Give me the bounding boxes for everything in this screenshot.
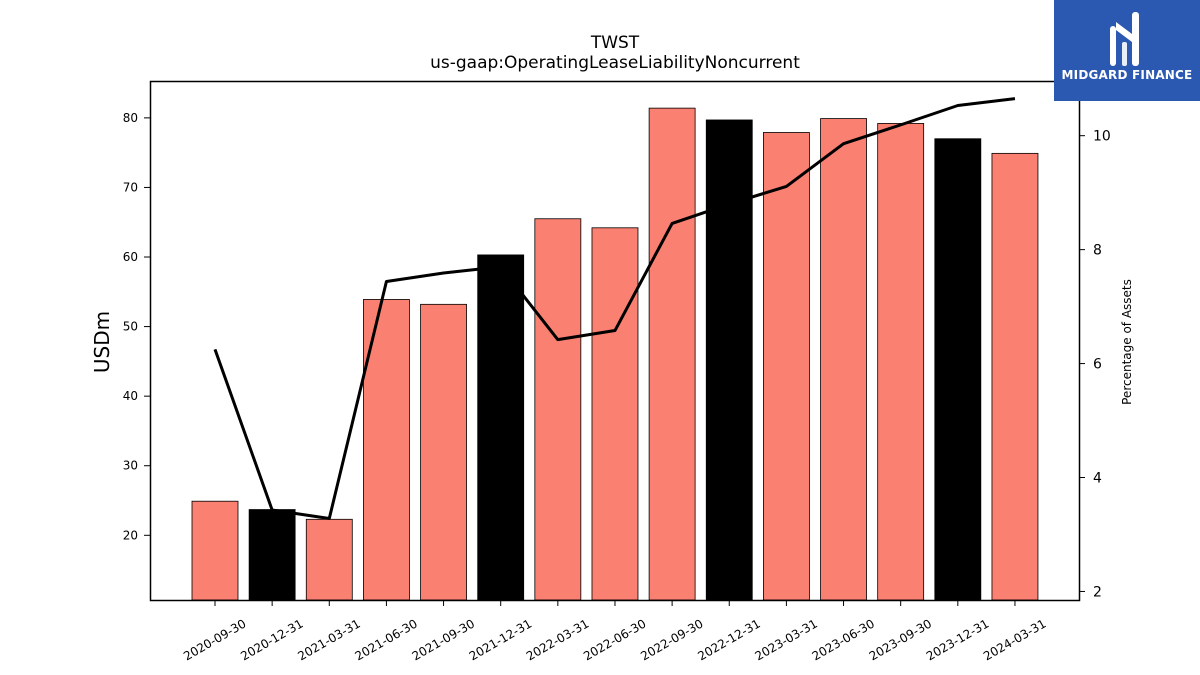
x-tick-label: 2021-03-31 [295, 616, 362, 663]
bars-layer [191, 107, 1039, 601]
bar [763, 132, 810, 601]
bar [991, 152, 1039, 601]
y-tick-label: 40 [123, 389, 138, 403]
bar [591, 227, 639, 601]
y-tick-label: 60 [123, 250, 138, 264]
bar [877, 123, 925, 601]
y2-axis-label: Percentage of Assets [1120, 279, 1134, 405]
brand-logo: MIDGARD FINANCE [1054, 0, 1200, 101]
logo-text: MIDGARD FINANCE [1061, 68, 1193, 82]
x-tick-label: 2020-12-31 [238, 616, 305, 663]
x-tick-label: 2021-09-30 [410, 616, 477, 663]
x-tick-label: 2022-03-31 [524, 616, 591, 663]
bar [248, 509, 296, 601]
y-tick-label: 50 [123, 320, 138, 334]
line-layer [213, 97, 1016, 521]
bar [305, 518, 353, 601]
x-tick-label: 2022-09-30 [638, 616, 705, 663]
right-axis: 2 4 6 8 10 [1079, 129, 1111, 600]
x-tick-label: 2021-06-30 [353, 616, 420, 663]
x-tick-label: 2023-09-30 [867, 616, 934, 663]
bar [534, 218, 582, 601]
y-tick-label: 70 [123, 180, 138, 194]
chart-title: TWST [590, 33, 640, 53]
y-tick-label: 30 [123, 459, 138, 473]
y-axis-label: USDm [90, 311, 114, 373]
x-tick-label: 2022-06-30 [581, 616, 648, 663]
x-axis: 2020-09-302020-12-312021-03-312021-06-30… [181, 600, 1048, 663]
x-tick-label: 2024-03-31 [981, 616, 1048, 663]
x-tick-label: 2021-12-31 [467, 616, 534, 663]
bar [648, 107, 696, 601]
bar [934, 138, 982, 601]
y2-tick-label: 4 [1093, 471, 1102, 487]
x-tick-label: 2022-12-31 [695, 616, 762, 663]
x-tick-label: 2023-06-30 [810, 616, 877, 663]
bar [820, 118, 867, 601]
x-tick-label: 2020-09-30 [181, 616, 248, 663]
y2-tick-label: 8 [1093, 243, 1102, 259]
chart-subtitle: us-gaap:OperatingLeaseLiabilityNoncurren… [430, 53, 800, 73]
left-axis: 20 30 40 50 60 70 80 [123, 111, 150, 542]
y2-tick-label: 6 [1093, 357, 1102, 373]
y2-tick-label: 10 [1093, 129, 1111, 145]
bar [477, 254, 525, 601]
bar [705, 119, 753, 601]
y2-tick-label: 2 [1093, 584, 1102, 600]
bar [191, 500, 239, 601]
bar [420, 303, 467, 601]
x-tick-label: 2023-12-31 [924, 616, 991, 663]
y-tick-label: 20 [123, 528, 138, 542]
x-tick-label: 2023-03-31 [752, 616, 819, 663]
percentage-line [213, 97, 1016, 521]
logo-mark-icon [1110, 12, 1139, 66]
y-tick-label: 80 [123, 111, 138, 125]
